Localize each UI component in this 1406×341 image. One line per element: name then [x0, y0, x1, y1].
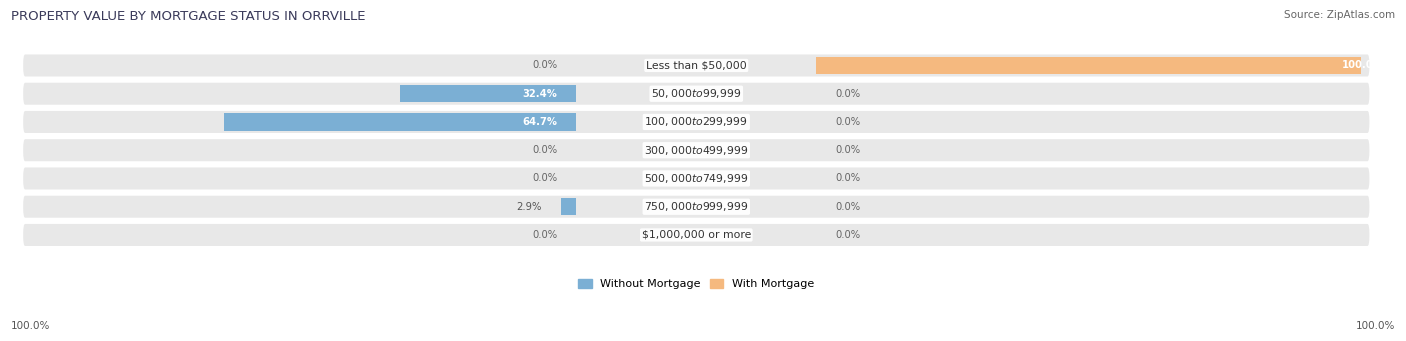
Bar — [561, 198, 576, 216]
Text: 0.0%: 0.0% — [533, 230, 557, 240]
Text: 100.0%: 100.0% — [1355, 321, 1395, 331]
FancyBboxPatch shape — [22, 139, 1369, 161]
Text: $50,000 to $99,999: $50,000 to $99,999 — [651, 87, 741, 100]
Text: 64.7%: 64.7% — [522, 117, 557, 127]
Text: 0.0%: 0.0% — [835, 230, 860, 240]
Text: 0.0%: 0.0% — [533, 60, 557, 71]
Text: 0.0%: 0.0% — [533, 145, 557, 155]
Text: $750,000 to $999,999: $750,000 to $999,999 — [644, 200, 748, 213]
Text: $300,000 to $499,999: $300,000 to $499,999 — [644, 144, 748, 157]
Text: 0.0%: 0.0% — [533, 174, 557, 183]
FancyBboxPatch shape — [22, 167, 1369, 190]
Bar — [399, 85, 576, 103]
Text: Less than $50,000: Less than $50,000 — [645, 60, 747, 71]
Text: 0.0%: 0.0% — [835, 117, 860, 127]
Text: $500,000 to $749,999: $500,000 to $749,999 — [644, 172, 748, 185]
Text: PROPERTY VALUE BY MORTGAGE STATUS IN ORRVILLE: PROPERTY VALUE BY MORTGAGE STATUS IN ORR… — [11, 10, 366, 23]
FancyBboxPatch shape — [22, 196, 1369, 218]
Text: 100.0%: 100.0% — [1343, 60, 1384, 71]
Text: $1,000,000 or more: $1,000,000 or more — [641, 230, 751, 240]
Text: 0.0%: 0.0% — [835, 174, 860, 183]
Text: 32.4%: 32.4% — [523, 89, 557, 99]
Text: 0.0%: 0.0% — [835, 145, 860, 155]
Text: $100,000 to $299,999: $100,000 to $299,999 — [644, 116, 748, 129]
Text: 0.0%: 0.0% — [835, 202, 860, 212]
Text: 2.9%: 2.9% — [516, 202, 541, 212]
FancyBboxPatch shape — [22, 224, 1369, 246]
FancyBboxPatch shape — [22, 111, 1369, 133]
Text: 100.0%: 100.0% — [11, 321, 51, 331]
Bar — [224, 113, 576, 131]
Bar — [817, 57, 1361, 74]
FancyBboxPatch shape — [22, 83, 1369, 105]
Text: Source: ZipAtlas.com: Source: ZipAtlas.com — [1284, 10, 1395, 20]
Legend: Without Mortgage, With Mortgage: Without Mortgage, With Mortgage — [574, 274, 818, 294]
Text: 0.0%: 0.0% — [835, 89, 860, 99]
FancyBboxPatch shape — [22, 55, 1369, 76]
